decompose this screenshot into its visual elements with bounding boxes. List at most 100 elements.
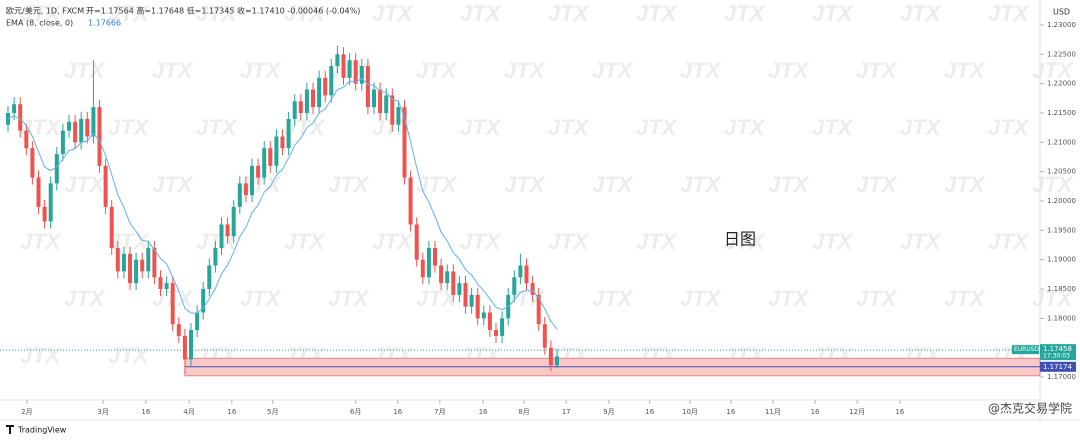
candle-body	[353, 60, 358, 84]
x-tick-label: 3月	[97, 408, 108, 416]
support-label: 1.17174	[1043, 363, 1072, 371]
candle-body	[103, 165, 108, 207]
x-tick-label: 8月	[518, 408, 529, 416]
watermark: JTX	[944, 58, 986, 83]
candle-body	[548, 347, 553, 366]
candle-body	[341, 54, 346, 78]
candle-body	[396, 107, 401, 125]
watermark: JTX	[196, 115, 238, 140]
watermark: JTX	[240, 286, 282, 311]
watermark: JTX	[504, 58, 546, 83]
watermark: JTX	[944, 172, 986, 197]
watermark: JTX	[680, 58, 722, 83]
watermark: JTX	[812, 1, 854, 26]
candle-body	[433, 247, 437, 266]
watermark: JTX	[416, 172, 458, 197]
candle-body	[18, 104, 23, 131]
price-label-box	[1040, 344, 1076, 361]
watermark: JTX	[328, 172, 370, 197]
watermark: JTX	[240, 58, 282, 83]
y-tick-label: 1.21500	[1047, 109, 1076, 117]
candle-body	[225, 224, 230, 237]
annotation: 日图	[724, 230, 756, 249]
price-time: 17:30:03	[1043, 353, 1070, 360]
y-tick-label: 1.19500	[1047, 226, 1076, 234]
x-tick-label: 6月	[350, 408, 361, 416]
candle-body	[60, 130, 65, 155]
candle-body	[243, 183, 248, 196]
x-tick-label: 12月	[849, 408, 865, 416]
candle-body	[390, 95, 395, 125]
candle-body	[494, 330, 498, 336]
candle-body	[146, 247, 151, 272]
candle-body	[48, 183, 53, 222]
candle-body	[286, 118, 291, 149]
symbol-label: EURUSD	[1014, 346, 1040, 353]
watermark: JTX	[988, 115, 1030, 140]
x-tick-label: 10月	[682, 408, 698, 416]
candle-body	[372, 89, 376, 108]
candle-body	[292, 101, 297, 119]
candle-body	[280, 136, 285, 149]
brand: TradingView	[17, 426, 67, 435]
candle-body	[152, 247, 157, 278]
x-tick-label: 2月	[21, 408, 32, 416]
candle-body	[54, 154, 59, 184]
candle-body	[121, 253, 126, 272]
candle-body	[311, 89, 315, 108]
candle-body	[420, 259, 425, 278]
candle-body	[451, 271, 456, 295]
watermark: JTX	[460, 229, 502, 254]
watermark: JTX	[1032, 172, 1074, 197]
y-tick-label: 1.22500	[1047, 50, 1076, 58]
candle-body	[30, 148, 35, 178]
candle-body	[512, 277, 517, 295]
x-tick-label: 11月	[765, 408, 781, 416]
candle-body	[536, 294, 541, 325]
x-tick-label: 16	[811, 408, 820, 416]
watermark: JTX	[196, 1, 238, 26]
credit: @杰克交易学院	[988, 401, 1072, 416]
x-tick-label: 16	[645, 408, 654, 416]
watermark: JTX	[108, 343, 150, 368]
indicator-value: 1.17666	[88, 19, 121, 28]
candle-body	[250, 165, 254, 196]
candle-body	[445, 271, 450, 284]
candle-body	[378, 89, 383, 113]
watermark: JTX	[592, 172, 634, 197]
candle-body	[140, 259, 145, 272]
currency: USD	[1053, 8, 1070, 17]
candle-body	[42, 206, 47, 222]
x-tick-label: 16	[141, 408, 150, 416]
watermark: JTX	[284, 229, 326, 254]
symbol-box	[1012, 345, 1039, 355]
y-tick-label: 1.23000	[1047, 21, 1076, 29]
candle-body	[237, 183, 242, 207]
watermark: JTX	[944, 286, 986, 311]
candle-body	[542, 324, 547, 348]
watermark: JTX	[284, 115, 326, 140]
x-tick-label: 16	[479, 408, 488, 416]
watermark: JTX	[460, 115, 502, 140]
candle-body	[158, 277, 163, 289]
candle-body	[85, 118, 90, 137]
x-tick-label: 16	[393, 408, 402, 416]
watermark: JTX	[812, 115, 854, 140]
candle-body	[201, 288, 206, 313]
candle-body	[457, 283, 462, 295]
indicator: EMA (8, close, 0)	[6, 19, 73, 28]
candle-body	[487, 312, 492, 331]
support-label-box	[1040, 361, 1076, 372]
candle-body	[500, 318, 505, 336]
candle-body	[481, 312, 486, 319]
watermark: JTX	[724, 229, 766, 254]
candle-body	[475, 294, 480, 319]
watermark: JTX	[548, 229, 590, 254]
watermark: JTX	[768, 286, 810, 311]
watermark: JTX	[64, 172, 106, 197]
watermark: JTX	[460, 1, 502, 26]
candle-body	[524, 265, 529, 284]
candle-body	[298, 101, 303, 113]
watermark: JTX	[504, 172, 546, 197]
